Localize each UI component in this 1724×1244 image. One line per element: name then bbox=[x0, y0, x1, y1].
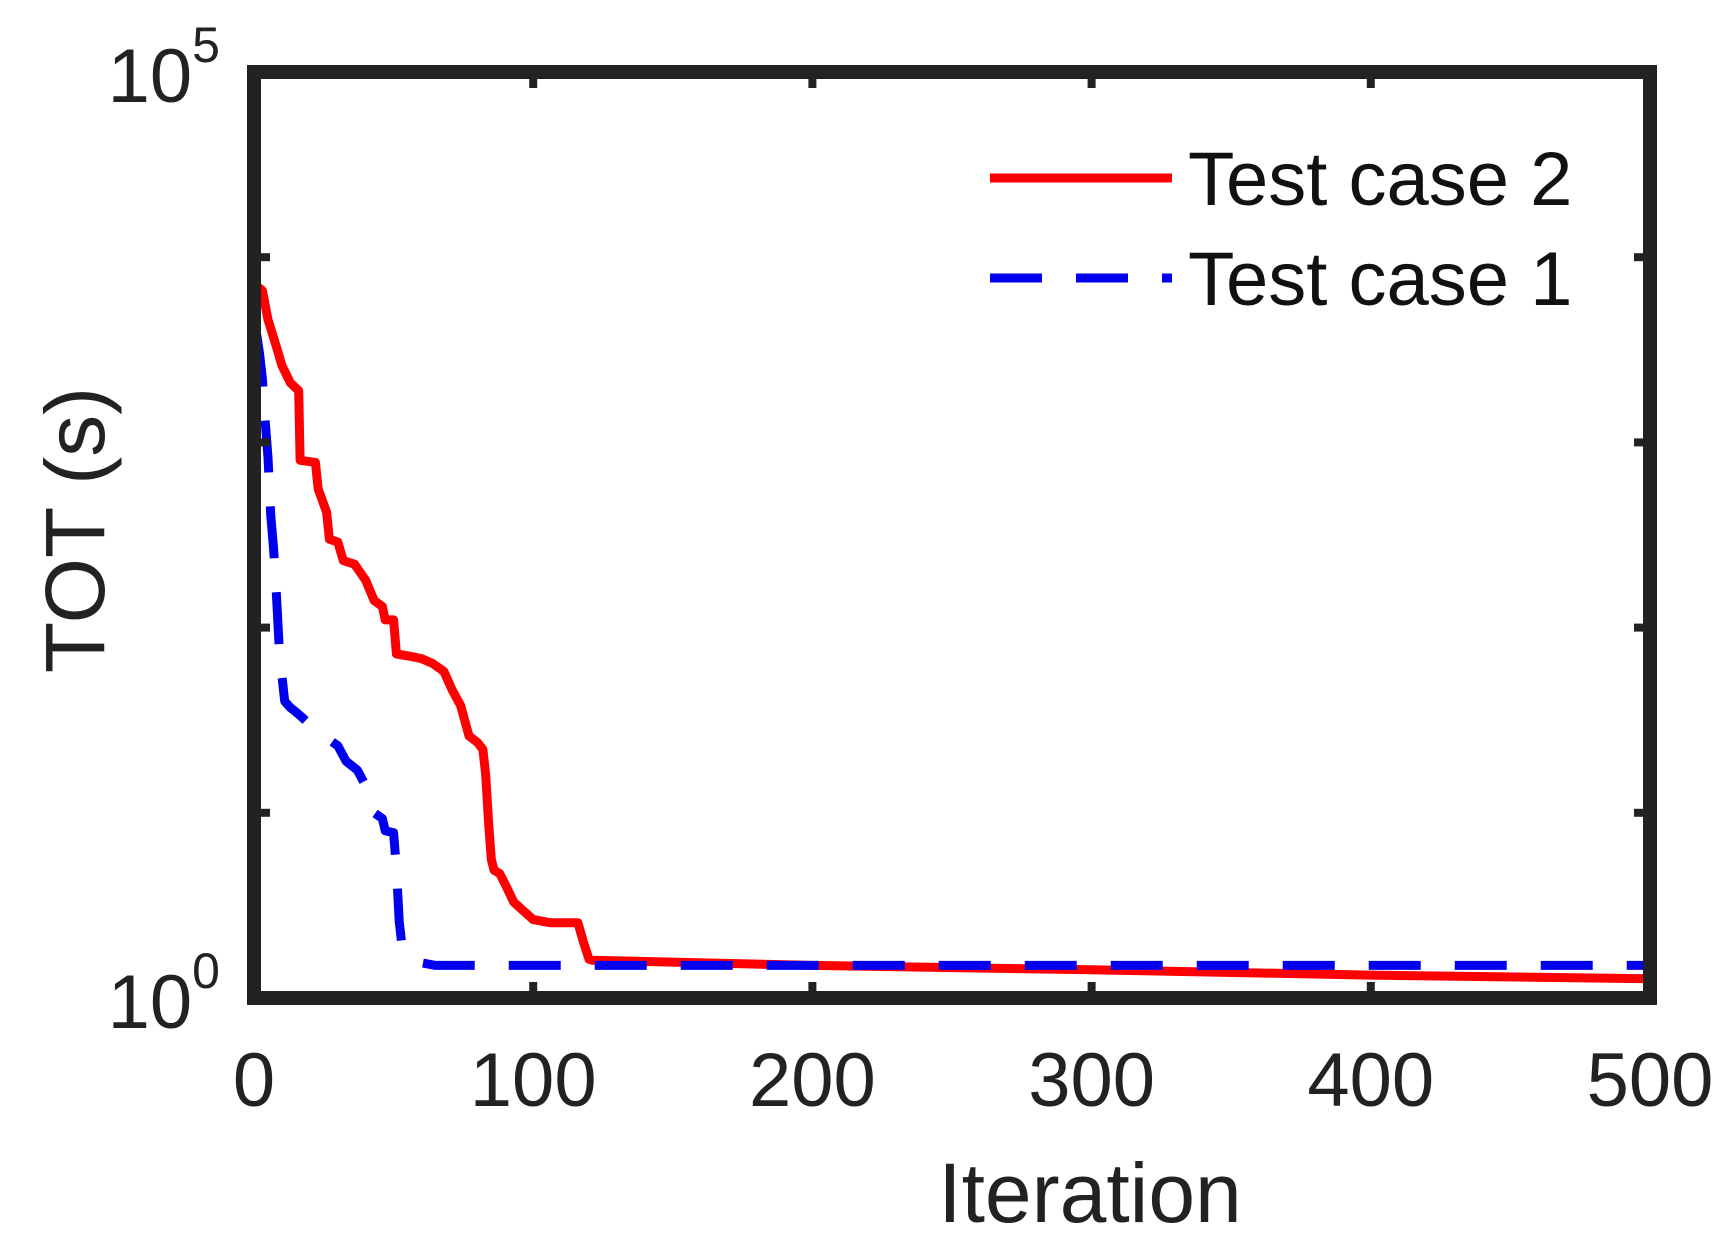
x-tick-label-2: 200 bbox=[749, 1038, 876, 1123]
legend-label-1: Test case 2 bbox=[1188, 137, 1572, 222]
legend-label-2: Test case 1 bbox=[1188, 237, 1572, 322]
x-tick-label-0: 0 bbox=[233, 1038, 275, 1123]
x-tick-label-5: 500 bbox=[1587, 1038, 1714, 1123]
y-tick-label-0: 100 bbox=[108, 943, 220, 1045]
x-tick-label-4: 400 bbox=[1307, 1038, 1434, 1123]
y-tick-exponent: 0 bbox=[192, 943, 220, 999]
series-line-1 bbox=[253, 282, 1651, 984]
y-tick-base: 10 bbox=[108, 960, 193, 1045]
x-axis-label: Iteration bbox=[938, 1146, 1242, 1240]
y-tick-label-1: 105 bbox=[108, 17, 220, 119]
series-line-2 bbox=[252, 334, 1650, 970]
x-tick-label-1: 100 bbox=[470, 1038, 597, 1123]
plot-frame bbox=[247, 65, 1657, 1005]
x-tick-label-3: 300 bbox=[1028, 1038, 1155, 1123]
y-tick-base: 10 bbox=[108, 34, 193, 119]
x-tick-labels: 0 100 200 300 400 500 bbox=[233, 1038, 1714, 1123]
series-layer bbox=[252, 282, 1651, 984]
legend: Test case 2 Test case 1 bbox=[990, 137, 1572, 322]
y-axis-label: TOT (s) bbox=[28, 387, 122, 673]
y-tick-exponent: 5 bbox=[192, 17, 220, 73]
